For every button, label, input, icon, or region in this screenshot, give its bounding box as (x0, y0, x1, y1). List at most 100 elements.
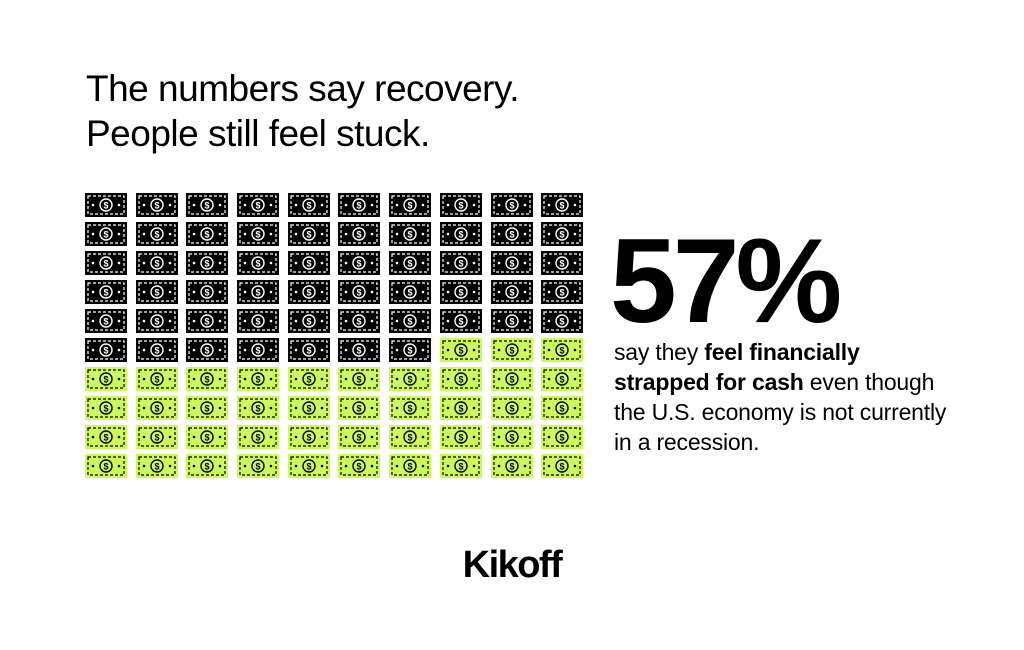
dollar-bill-icon: $ (541, 454, 584, 478)
dollar-bill-icon: $ (439, 338, 482, 362)
svg-text:$: $ (560, 230, 565, 240)
dollar-bill-icon: $ (287, 338, 330, 362)
dollar-bill-icon: $ (490, 222, 533, 246)
svg-text:$: $ (509, 462, 514, 472)
dollar-bill-icon: $ (85, 338, 127, 362)
svg-text:$: $ (357, 404, 362, 414)
dollar-bill-icon: $ (237, 396, 280, 420)
dollar-bill-icon: $ (135, 280, 178, 304)
dollar-bill-icon: $ (85, 425, 127, 449)
svg-text:$: $ (458, 346, 463, 356)
dollar-bill-icon: $ (85, 280, 127, 304)
dollar-bill-icon: $ (186, 222, 229, 246)
dollar-bill-icon: $ (237, 367, 280, 391)
svg-text:$: $ (205, 288, 210, 298)
svg-text:$: $ (154, 404, 159, 414)
svg-text:$: $ (256, 201, 261, 211)
svg-text:$: $ (205, 259, 210, 269)
dollar-bill-icon: $ (85, 251, 127, 275)
dollar-bill-icon: $ (338, 193, 381, 217)
dollar-bill-icon: $ (439, 193, 482, 217)
svg-text:$: $ (154, 230, 159, 240)
svg-text:$: $ (205, 433, 210, 443)
svg-text:$: $ (408, 375, 413, 385)
svg-text:$: $ (154, 259, 159, 269)
dollar-bill-icon: $ (338, 367, 381, 391)
svg-text:$: $ (458, 230, 463, 240)
svg-text:$: $ (154, 346, 159, 356)
dollar-bill-icon: $ (237, 309, 280, 333)
dollar-bill-icon: $ (338, 338, 381, 362)
dollar-bill-icon: $ (439, 309, 482, 333)
dollar-bill-icon: $ (186, 454, 229, 478)
dollar-bill-icon: $ (237, 280, 280, 304)
svg-text:$: $ (458, 433, 463, 443)
dollar-bill-icon: $ (135, 193, 178, 217)
svg-text:$: $ (205, 462, 210, 472)
dollar-bill-icon: $ (135, 367, 178, 391)
svg-text:$: $ (357, 317, 362, 327)
dollar-bill-icon: $ (287, 454, 330, 478)
svg-text:$: $ (408, 288, 413, 298)
svg-text:$: $ (357, 346, 362, 356)
svg-text:$: $ (306, 288, 311, 298)
dollar-bill-icon: $ (389, 367, 432, 391)
dollar-bill-icon: $ (287, 251, 330, 275)
dollar-bill-icon: $ (287, 280, 330, 304)
svg-text:$: $ (458, 404, 463, 414)
svg-text:$: $ (458, 201, 463, 211)
dollar-bill-icon: $ (389, 396, 432, 420)
stat-caption-part-1: say they (614, 339, 705, 365)
svg-text:$: $ (509, 433, 514, 443)
dollar-bill-icon: $ (135, 251, 178, 275)
svg-text:$: $ (560, 346, 565, 356)
svg-text:$: $ (103, 201, 108, 211)
dollar-bill-icon: $ (287, 193, 330, 217)
svg-text:$: $ (458, 288, 463, 298)
dollar-bill-icon: $ (439, 396, 482, 420)
svg-text:$: $ (103, 230, 108, 240)
dollar-bill-icon: $ (389, 309, 432, 333)
svg-text:$: $ (560, 433, 565, 443)
svg-text:$: $ (256, 375, 261, 385)
svg-text:$: $ (408, 404, 413, 414)
svg-text:$: $ (103, 404, 108, 414)
dollar-bill-icon: $ (490, 425, 533, 449)
svg-text:$: $ (408, 259, 413, 269)
svg-text:$: $ (560, 404, 565, 414)
dollar-bill-icon: $ (439, 222, 482, 246)
svg-text:$: $ (357, 375, 362, 385)
dollar-bill-icon: $ (541, 338, 584, 362)
dollar-bill-icon: $ (490, 193, 533, 217)
svg-text:$: $ (357, 201, 362, 211)
svg-text:$: $ (408, 346, 413, 356)
svg-text:$: $ (205, 346, 210, 356)
svg-text:$: $ (509, 346, 514, 356)
dollar-bill-icon: $ (541, 222, 584, 246)
dollar-bill-icon: $ (389, 454, 432, 478)
stat-caption-bold: feel financially strapped for cash (614, 339, 860, 395)
dollar-bill-icon: $ (135, 309, 178, 333)
stat-percent: 57% (610, 214, 842, 348)
dollar-bill-icon: $ (541, 396, 584, 420)
svg-text:$: $ (103, 375, 108, 385)
svg-text:$: $ (306, 404, 311, 414)
svg-text:$: $ (306, 346, 311, 356)
dollar-bill-icon: $ (85, 309, 127, 333)
svg-text:$: $ (509, 375, 514, 385)
svg-text:$: $ (357, 288, 362, 298)
svg-text:$: $ (256, 230, 261, 240)
svg-text:$: $ (560, 288, 565, 298)
headline-line-1: The numbers say recovery. (86, 68, 520, 109)
dollar-bill-icon: $ (338, 425, 381, 449)
svg-text:$: $ (458, 375, 463, 385)
svg-text:$: $ (154, 462, 159, 472)
dollar-bill-icon: $ (338, 280, 381, 304)
dollar-bill-icon: $ (237, 425, 280, 449)
dollar-bill-icon: $ (186, 396, 229, 420)
svg-text:$: $ (103, 288, 108, 298)
dollar-bill-icon: $ (541, 309, 584, 333)
dollar-bill-icon: $ (135, 396, 178, 420)
svg-text:$: $ (103, 259, 108, 269)
dollar-bill-icon: $ (135, 338, 178, 362)
